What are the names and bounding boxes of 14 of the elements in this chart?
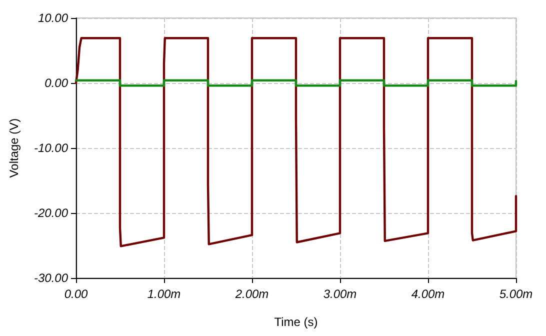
y-tick-label: -10.00 — [34, 141, 68, 155]
line-series — [74, 37, 518, 248]
x-tick-label: 3.00m — [323, 287, 357, 301]
y-tick-label: -30.00 — [34, 271, 68, 285]
y-tick-label: 0.00 — [44, 76, 68, 90]
x-tick-label: 0.00 — [64, 287, 88, 301]
y-tick-label: -20.00 — [34, 206, 68, 220]
x-tick-label: 1.00m — [147, 287, 181, 301]
x-tick-label: 5.00m — [499, 287, 533, 301]
y-axis-title: Voltage (V) — [7, 118, 21, 178]
x-tick-label: 4.00m — [411, 287, 445, 301]
x-tick-label: 2.00m — [234, 287, 269, 301]
y-tick-label: 10.00 — [38, 11, 68, 25]
x-axis-title: Time (s) — [274, 315, 318, 329]
